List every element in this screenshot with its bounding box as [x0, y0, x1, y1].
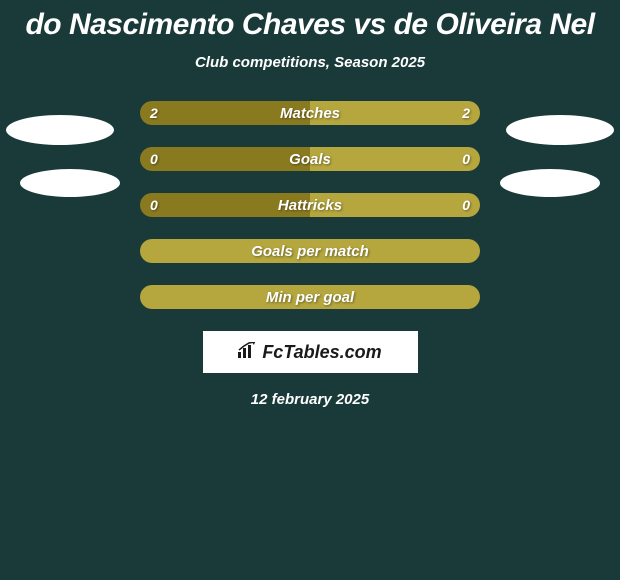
- stat-label: Goals: [140, 147, 480, 171]
- logo-text: FcTables.com: [262, 342, 381, 363]
- stat-row: Matches2 2: [140, 101, 480, 125]
- date-label: 12 february 2025: [0, 391, 620, 408]
- stat-row: Goals0 0: [140, 147, 480, 171]
- stat-value-left: 2: [150, 101, 158, 125]
- stat-label: Matches: [140, 101, 480, 125]
- stat-label: Hattricks: [140, 193, 480, 217]
- stat-value-left: 0: [150, 193, 158, 217]
- stat-value-right: 0: [462, 193, 470, 217]
- stat-value-right: 2: [462, 101, 470, 125]
- stat-value-right: 0: [462, 147, 470, 171]
- page-title: do Nascimento Chaves vs de Oliveira Nel: [0, 0, 620, 42]
- stat-row: Hattricks0 0: [140, 193, 480, 217]
- player2-avatar-1: [506, 115, 614, 145]
- stat-row: Min per goal: [140, 285, 480, 309]
- chart-icon: [238, 342, 258, 363]
- player1-avatar-1: [6, 115, 114, 145]
- stat-bars: Matches22Goals00Hattricks00Goals per mat…: [140, 101, 480, 309]
- stat-value-left: 0: [150, 147, 158, 171]
- stat-label: Min per goal: [140, 285, 480, 309]
- subtitle: Club competitions, Season 2025: [0, 54, 620, 71]
- comparison-content: Matches22Goals00Hattricks00Goals per mat…: [0, 101, 620, 408]
- stat-label: Goals per match: [140, 239, 480, 263]
- logo-box: FcTables.com: [203, 331, 418, 373]
- player2-avatar-2: [500, 169, 600, 197]
- stat-row: Goals per match: [140, 239, 480, 263]
- player1-avatar-2: [20, 169, 120, 197]
